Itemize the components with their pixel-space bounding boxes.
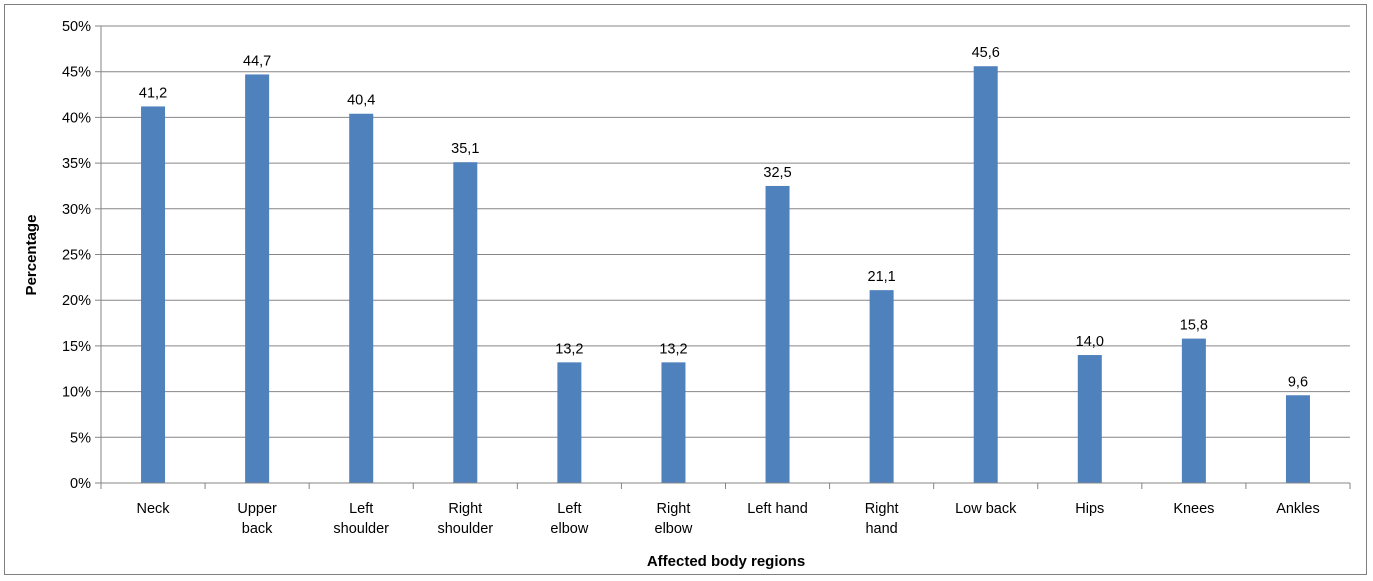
x-tick-label: Ankles	[1276, 501, 1320, 517]
bar	[453, 162, 478, 483]
bar	[661, 362, 686, 483]
y-tick-label: 30%	[62, 202, 91, 218]
data-label: 9,6	[1288, 374, 1308, 390]
chart-frame	[4, 4, 1367, 575]
data-label: 44,7	[243, 53, 271, 69]
x-tick-label: Left hand	[747, 501, 807, 517]
bar	[869, 290, 894, 483]
y-tick-label: 50%	[62, 19, 91, 35]
bar	[1285, 395, 1310, 483]
x-axis-tick-labels: Neck Upper back Left shoulder Right shoulder Le…	[137, 501, 1320, 537]
axes	[100, 26, 1351, 489]
data-label: 15,8	[1180, 318, 1208, 334]
bar	[557, 362, 582, 483]
data-label: 45,6	[972, 45, 1000, 61]
bar	[1181, 338, 1206, 483]
data-label: 13,2	[555, 341, 583, 357]
data-labels: 41,2 44,7 40,4 35,1 13,2 13,2 32,5 21,1 45,6 14,0…	[139, 45, 1308, 390]
y-tick-label: 5%	[70, 430, 91, 446]
y-tick-label: 0%	[70, 476, 91, 492]
y-tick-label: 15%	[62, 339, 91, 355]
y-axis-tick-labels: 0% 5% 10% 15% 20% 25% 30% 35% 40% 45% 50%	[62, 19, 91, 492]
x-tick-label: Right elbow	[655, 501, 693, 537]
x-tick-label: Left elbow	[550, 501, 588, 537]
y-tick-label: 10%	[62, 385, 91, 401]
data-label: 13,2	[659, 341, 687, 357]
x-tick-label: Right hand	[865, 501, 899, 537]
data-label: 35,1	[451, 141, 479, 157]
x-tick-label: Knees	[1173, 501, 1214, 517]
gridlines	[95, 25, 1350, 484]
x-tick-label: Hips	[1075, 501, 1104, 517]
data-label: 32,5	[763, 165, 791, 181]
y-tick-label: 40%	[62, 110, 91, 126]
y-tick-label: 35%	[62, 156, 91, 172]
bar	[141, 106, 166, 483]
bar	[349, 113, 374, 483]
bars	[141, 66, 1310, 483]
x-tick-label: Neck	[137, 501, 171, 517]
y-axis-title: Percentage	[23, 215, 40, 296]
y-tick-label: 45%	[62, 65, 91, 81]
data-label: 40,4	[347, 93, 375, 109]
y-tick-label: 20%	[62, 293, 91, 309]
data-label: 21,1	[868, 269, 896, 285]
x-tick-label: Left shoulder	[333, 501, 389, 537]
bar	[973, 66, 998, 483]
x-tick-label: Right shoulder	[437, 501, 493, 537]
x-tick-label: Low back	[955, 501, 1017, 517]
data-label: 41,2	[139, 85, 167, 101]
y-tick-label: 25%	[62, 248, 91, 264]
x-tick-label: Upper back	[237, 501, 277, 537]
data-label: 14,0	[1076, 334, 1104, 350]
bar	[765, 185, 790, 483]
bar	[245, 74, 270, 483]
x-axis-title: Affected body regions	[647, 553, 805, 570]
bar	[1077, 355, 1102, 483]
